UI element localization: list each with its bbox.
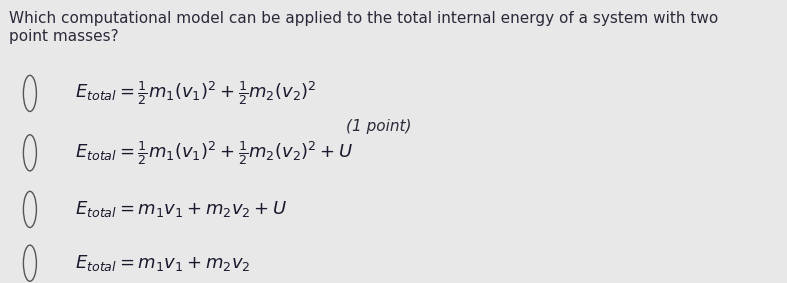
Text: $E_{total} = \frac{1}{2}m_1(v_1)^2 + \frac{1}{2}m_2(v_2)^2$: $E_{total} = \frac{1}{2}m_1(v_1)^2 + \fr… [75,80,316,107]
Text: $E_{total} = m_1v_1 + m_2v_2$: $E_{total} = m_1v_1 + m_2v_2$ [75,253,250,273]
Text: $E_{total} = \frac{1}{2}m_1(v_1)^2 + \frac{1}{2}m_2(v_2)^2 + U$: $E_{total} = \frac{1}{2}m_1(v_1)^2 + \fr… [75,139,353,167]
Text: Which computational model can be applied to the total internal energy of a syste: Which computational model can be applied… [9,11,719,44]
Text: $E_{total} = m_1v_1 + m_2v_2 + U$: $E_{total} = m_1v_1 + m_2v_2 + U$ [75,200,287,219]
Text: (1 point): (1 point) [346,119,412,134]
